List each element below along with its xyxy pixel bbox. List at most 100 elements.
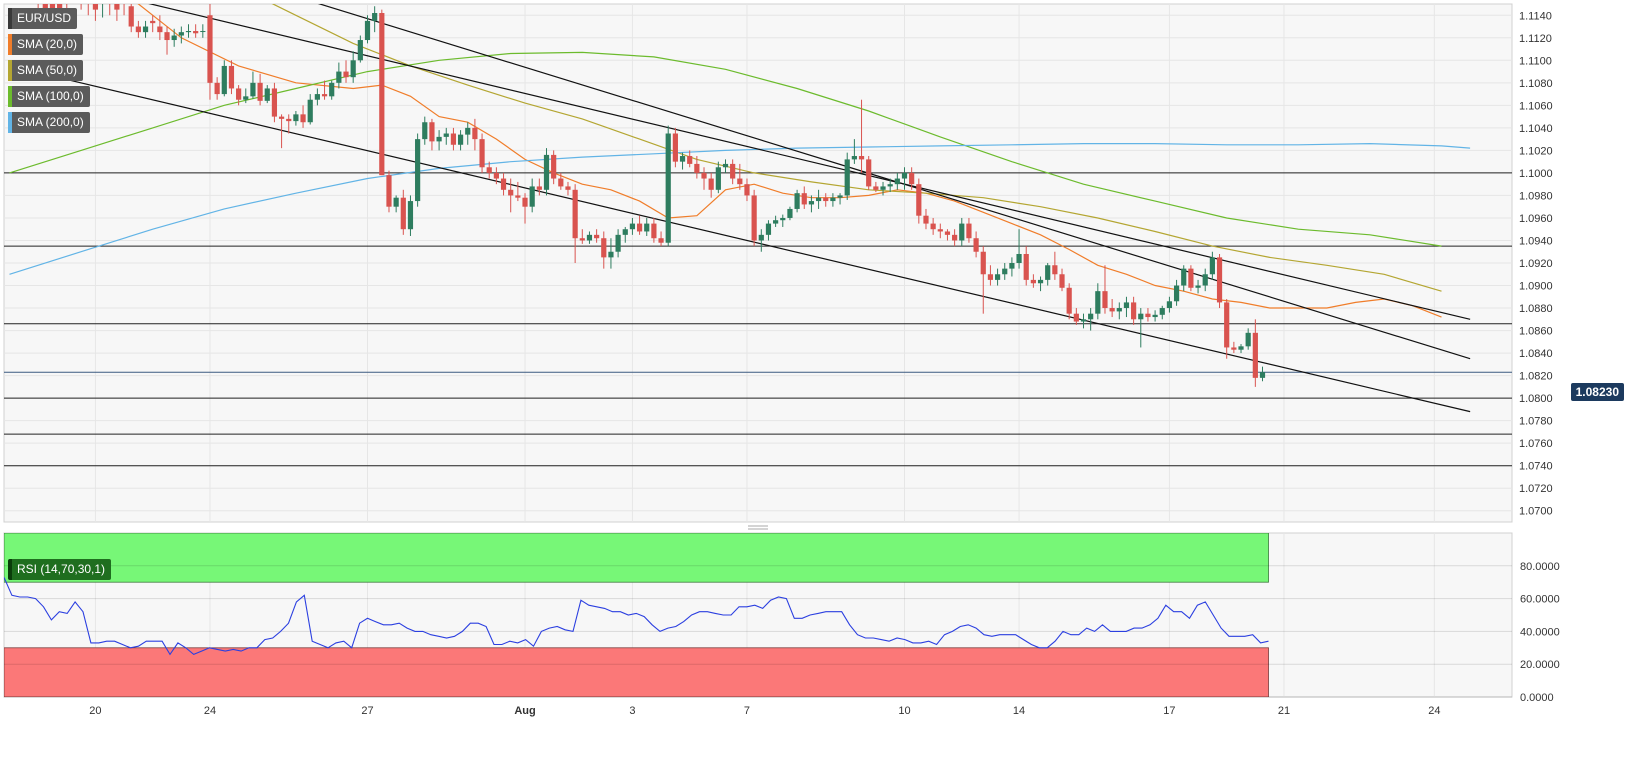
candle-body — [543, 154, 550, 190]
time-tick-label: 17 — [1163, 705, 1175, 717]
candle-body — [622, 229, 628, 235]
candle-body — [636, 223, 643, 232]
candle — [1173, 279, 1180, 306]
symbol-label: EUR/USD — [17, 11, 72, 25]
candle-body — [393, 197, 399, 207]
rsi-tick-label: 40.0000 — [1520, 626, 1560, 638]
candle — [1009, 257, 1015, 277]
candle-body — [987, 274, 994, 280]
symbol-badge[interactable]: EUR/USD — [8, 8, 78, 29]
candle — [615, 229, 621, 258]
candle — [944, 229, 951, 241]
panel-resize-handle[interactable] — [748, 525, 768, 530]
candle-body — [765, 223, 772, 235]
candle — [157, 15, 163, 41]
candle — [1181, 265, 1187, 292]
candle — [1080, 313, 1087, 329]
candle — [1109, 299, 1115, 318]
rsi-legend-badge[interactable]: RSI (14,70,30,1) — [8, 559, 112, 580]
candle — [909, 167, 915, 190]
candle — [651, 217, 657, 243]
candle-body — [336, 71, 342, 83]
legend-sma-100[interactable]: SMA (100,0) — [8, 86, 90, 107]
candle-body — [257, 82, 263, 101]
candle-body — [429, 122, 435, 142]
candle — [765, 220, 772, 241]
candle — [128, 4, 134, 33]
candle — [701, 167, 707, 190]
price-tick-label: 1.0880 — [1519, 303, 1553, 315]
candle — [1066, 283, 1072, 320]
candle-body — [608, 251, 614, 258]
candle-body — [909, 172, 915, 185]
candle — [1159, 305, 1165, 320]
candle-body — [1030, 279, 1036, 284]
legend-sma-50[interactable]: SMA (50,0) — [8, 60, 84, 81]
candle — [744, 178, 750, 202]
candle — [1023, 246, 1029, 286]
candle — [858, 99, 865, 173]
candle — [1224, 299, 1230, 359]
rsi-tick-label: 80.0000 — [1520, 561, 1560, 573]
candle — [171, 28, 177, 47]
price-tick-label: 1.0780 — [1519, 416, 1553, 428]
legend-sma-200[interactable]: SMA (200,0) — [8, 112, 90, 133]
price-tick-label: 1.0760 — [1519, 438, 1553, 450]
price-tick-label: 1.0740 — [1519, 461, 1553, 473]
candle-body — [150, 20, 156, 24]
candle-body — [916, 184, 922, 216]
candle-body — [407, 201, 414, 230]
candle-body — [644, 223, 650, 232]
price-grid: 1.1140 1.1120 1.1100 1.1080 1.1060 1.1040 1.10… — [4, 10, 1553, 518]
candle — [178, 26, 184, 44]
candle-body — [1231, 347, 1237, 350]
candle — [1245, 328, 1251, 350]
candle — [1073, 308, 1079, 325]
candle — [422, 116, 428, 145]
candle-body — [250, 82, 256, 97]
candle-body — [1037, 279, 1044, 284]
candle — [1216, 253, 1223, 309]
candle-body — [228, 65, 235, 89]
candle-body — [508, 189, 514, 196]
candle-body — [1009, 263, 1015, 269]
candle-body — [651, 223, 657, 239]
candle-body — [1224, 302, 1230, 348]
candle-body — [594, 234, 600, 239]
candle-body — [737, 178, 743, 185]
candle-body — [780, 217, 786, 221]
candle — [228, 60, 235, 95]
candle — [952, 229, 958, 247]
candle — [102, 4, 104, 18]
candle-body — [687, 156, 693, 164]
candle — [594, 229, 600, 243]
candle-body — [980, 251, 986, 275]
support-resistance-levels — [4, 172, 1512, 467]
candle — [536, 178, 542, 196]
candle — [1195, 279, 1201, 294]
candle — [250, 71, 256, 99]
candle — [336, 62, 342, 89]
rsi-overbought-zone — [4, 533, 1269, 583]
candle — [472, 118, 478, 151]
candle — [916, 178, 922, 224]
candle-body — [579, 238, 585, 241]
candle — [608, 238, 614, 269]
candle-body — [1002, 268, 1008, 275]
sma-line — [9, 142, 1471, 275]
candle — [722, 159, 729, 173]
candle-body — [329, 82, 335, 97]
legend-sma-20[interactable]: SMA (20,0) — [8, 34, 84, 55]
candle — [901, 167, 908, 190]
candle-body — [823, 197, 829, 202]
candle-body — [422, 122, 428, 140]
candle-body — [1209, 257, 1215, 275]
candle — [407, 195, 414, 236]
candle — [386, 170, 392, 213]
candle-body — [1145, 313, 1151, 318]
candle — [529, 178, 535, 213]
candle-body — [286, 118, 292, 122]
candle — [1166, 296, 1173, 313]
candle — [379, 9, 385, 176]
candle — [844, 152, 850, 200]
